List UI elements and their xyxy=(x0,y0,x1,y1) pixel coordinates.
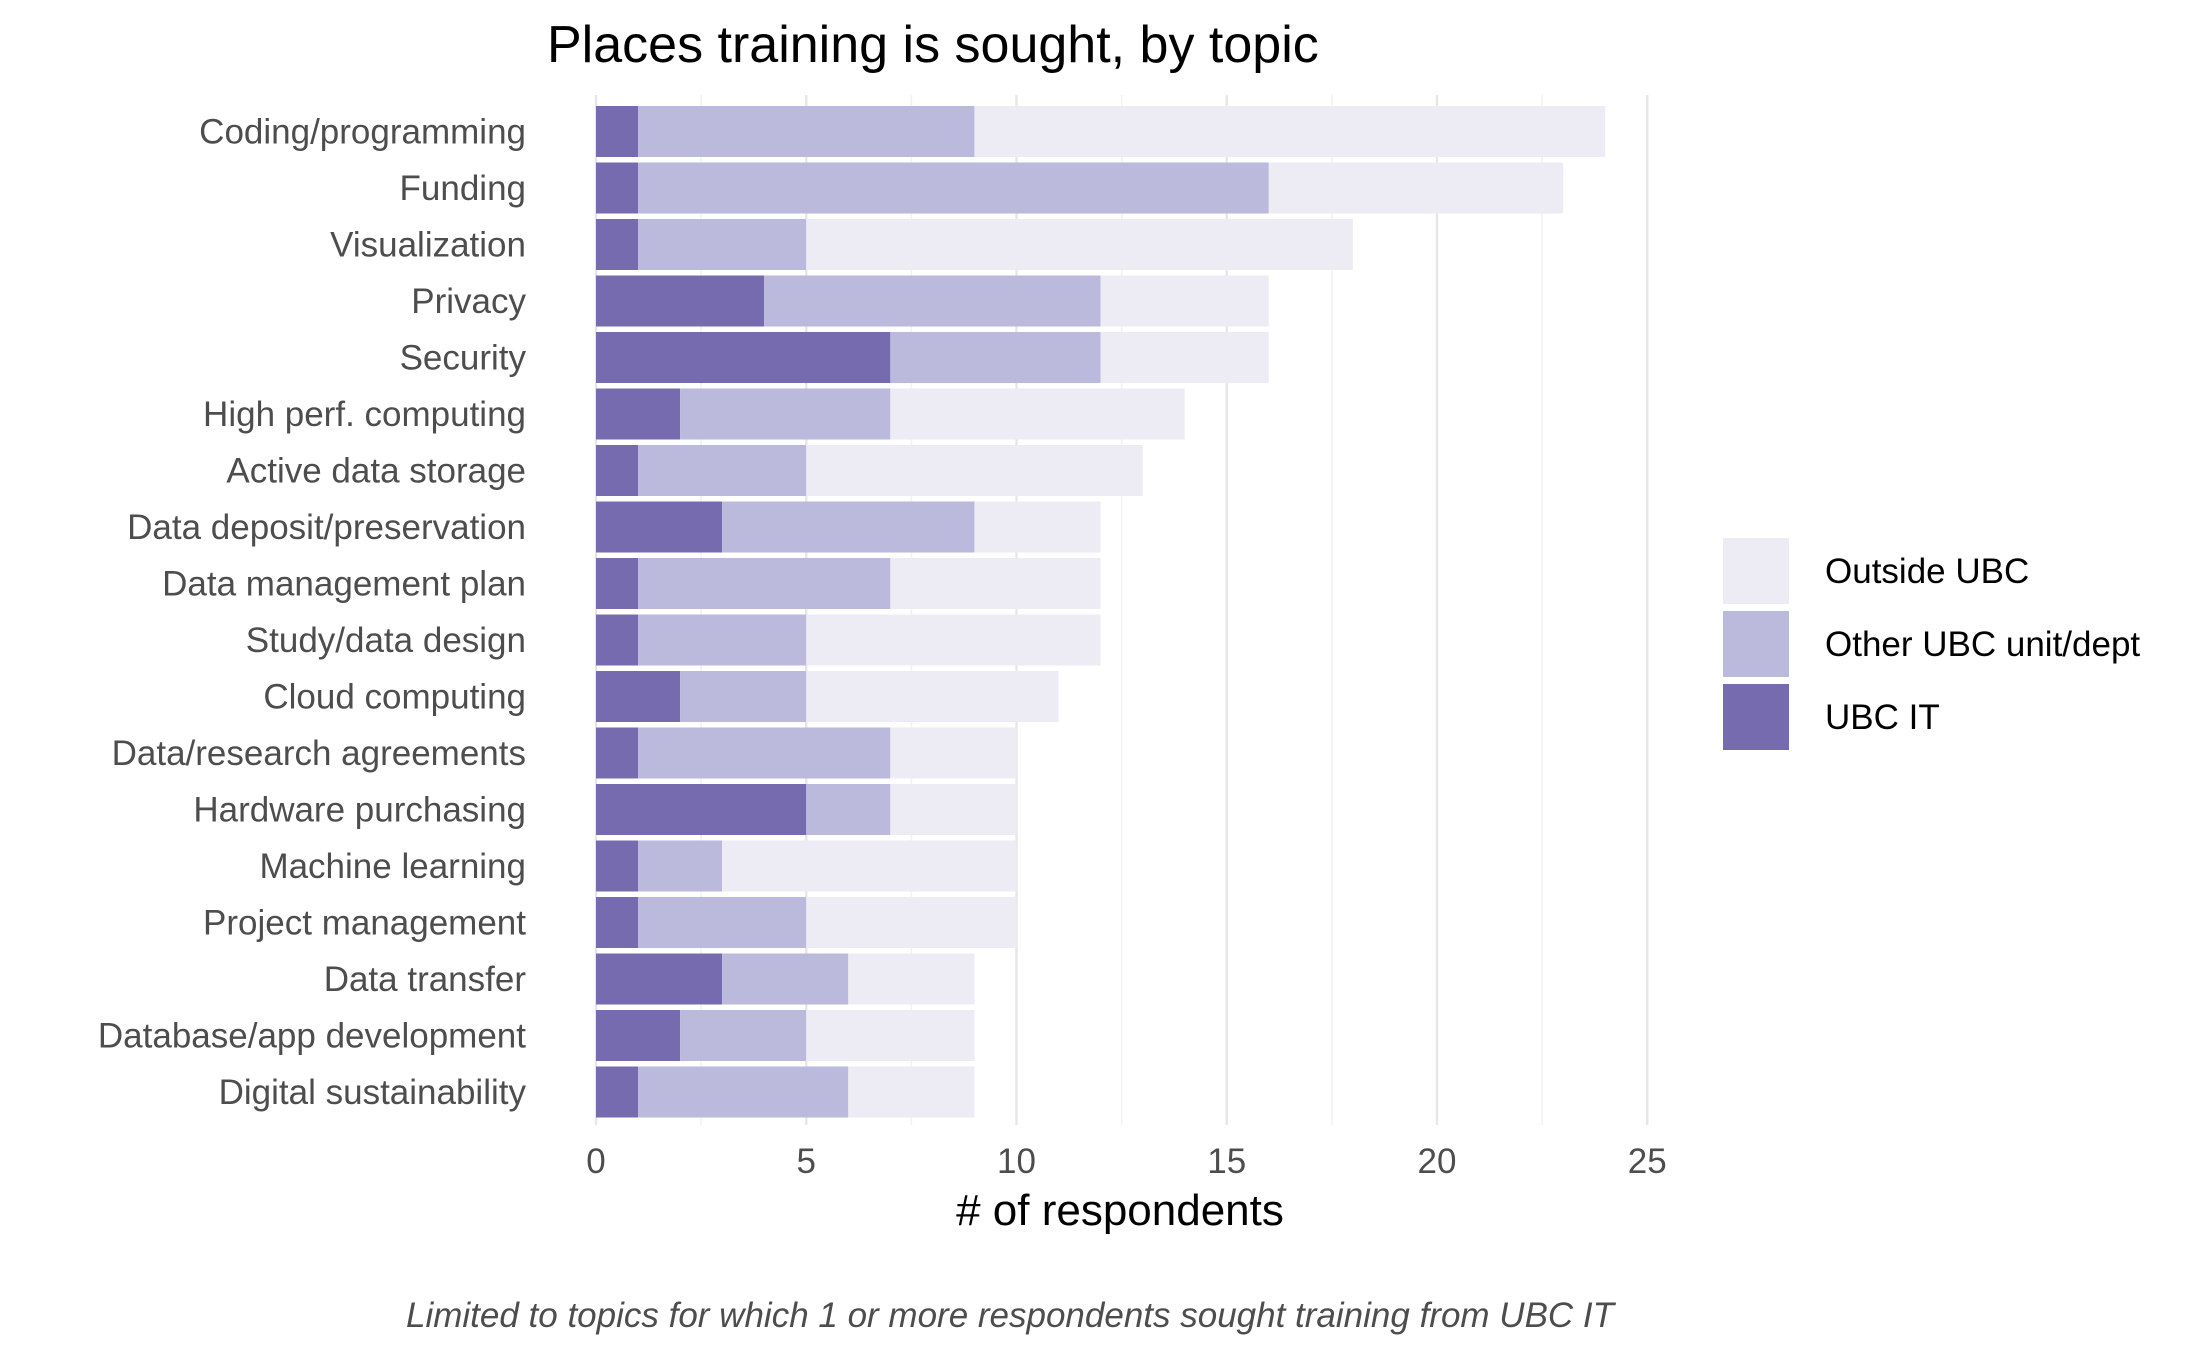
x-axis-label: # of respondents xyxy=(956,1186,1284,1235)
bar-outside-ubc-security xyxy=(1100,332,1269,383)
bar-ubc-it-visualization xyxy=(596,219,639,270)
legend-swatch-ubc-it xyxy=(1723,684,1789,750)
bar-other-ubc-unit-dept-database-app-development xyxy=(680,1010,807,1061)
category-label: High perf. computing xyxy=(203,395,526,434)
category-label: Data transfer xyxy=(324,960,527,999)
bar-outside-ubc-data-research-agreements xyxy=(890,727,1017,779)
x-tick-label: 15 xyxy=(1207,1142,1246,1181)
bar-outside-ubc-project-management xyxy=(806,897,1017,948)
category-label: Database/app development xyxy=(98,1017,526,1056)
category-label: Hardware purchasing xyxy=(193,791,526,830)
category-label: Cloud computing xyxy=(263,678,526,717)
bar-other-ubc-unit-dept-coding-programming xyxy=(638,106,975,157)
bar-ubc-it-database-app-development xyxy=(596,1010,681,1061)
category-label: Coding/programming xyxy=(199,113,526,152)
bar-other-ubc-unit-dept-digital-sustainability xyxy=(638,1066,849,1118)
bar-ubc-it-machine-learning xyxy=(596,840,639,892)
category-label: Data management plan xyxy=(162,565,526,604)
legend-swatch-other-ubc-unit-dept xyxy=(1723,611,1789,677)
legend: Outside UBC Other UBC unit/dept UBC IT xyxy=(1723,538,2140,750)
bar-other-ubc-unit-dept-cloud-computing xyxy=(680,671,807,722)
bar-ubc-it-data-deposit-preservation xyxy=(596,501,723,553)
bar-outside-ubc-database-app-development xyxy=(806,1010,975,1061)
bar-other-ubc-unit-dept-machine-learning xyxy=(638,840,723,892)
bar-outside-ubc-privacy xyxy=(1100,275,1269,327)
legend-label: Outside UBC xyxy=(1825,552,2029,591)
category-label: Data deposit/preservation xyxy=(127,508,526,547)
bar-ubc-it-data-transfer xyxy=(596,953,723,1005)
category-label: Machine learning xyxy=(259,847,526,886)
bar-ubc-it-hardware-purchasing xyxy=(596,784,807,835)
bar-other-ubc-unit-dept-active-data-storage xyxy=(638,445,807,496)
bar-outside-ubc-visualization xyxy=(806,219,1353,270)
category-label: Funding xyxy=(400,169,526,208)
bar-outside-ubc-data-management-plan xyxy=(890,558,1101,609)
bar-other-ubc-unit-dept-study-data-design xyxy=(638,614,807,666)
bar-other-ubc-unit-dept-funding xyxy=(638,162,1269,214)
legend-label: UBC IT xyxy=(1825,698,1940,737)
bar-outside-ubc-data-deposit-preservation xyxy=(974,501,1101,553)
bar-other-ubc-unit-dept-data-transfer xyxy=(722,953,849,1005)
legend-label: Other UBC unit/dept xyxy=(1825,625,2140,664)
x-tick-label: 10 xyxy=(997,1142,1036,1181)
bar-other-ubc-unit-dept-data-management-plan xyxy=(638,558,891,609)
category-label: Study/data design xyxy=(246,621,526,660)
chart-title: Places training is sought, by topic xyxy=(547,16,1319,74)
bar-outside-ubc-data-transfer xyxy=(848,953,975,1005)
bar-ubc-it-study-data-design xyxy=(596,614,639,666)
bar-ubc-it-funding xyxy=(596,162,639,214)
category-label: Security xyxy=(400,339,527,378)
bar-outside-ubc-cloud-computing xyxy=(806,671,1059,722)
bar-ubc-it-data-research-agreements xyxy=(596,727,639,779)
bar-outside-ubc-study-data-design xyxy=(806,614,1101,666)
bar-ubc-it-digital-sustainability xyxy=(596,1066,639,1118)
x-tick-labels: 0 5 10 15 20 25 xyxy=(586,1142,1666,1181)
legend-swatch-outside-ubc xyxy=(1723,538,1789,604)
bar-other-ubc-unit-dept-hardware-purchasing xyxy=(806,784,891,835)
category-label: Digital sustainability xyxy=(219,1073,527,1112)
category-labels: Coding/programming Funding Visualization Pr… xyxy=(98,113,527,1113)
bar-ubc-it-high-perf-computing xyxy=(596,388,681,440)
bar-ubc-it-data-management-plan xyxy=(596,558,639,609)
bar-outside-ubc-active-data-storage xyxy=(806,445,1143,496)
bar-other-ubc-unit-dept-data-research-agreements xyxy=(638,727,891,779)
bar-outside-ubc-coding-programming xyxy=(974,106,1606,157)
category-label: Project management xyxy=(203,904,526,943)
bar-outside-ubc-high-perf-computing xyxy=(890,388,1185,440)
bar-other-ubc-unit-dept-data-deposit-preservation xyxy=(722,501,975,553)
chart-caption: Limited to topics for which 1 or more re… xyxy=(406,1296,1617,1335)
x-tick-label: 0 xyxy=(586,1142,605,1181)
bar-ubc-it-project-management xyxy=(596,897,639,948)
bar-other-ubc-unit-dept-security xyxy=(890,332,1101,383)
bar-outside-ubc-hardware-purchasing xyxy=(890,784,1017,835)
bar-ubc-it-coding-programming xyxy=(596,106,639,157)
bar-other-ubc-unit-dept-high-perf-computing xyxy=(680,388,891,440)
category-label: Active data storage xyxy=(226,452,526,491)
bar-outside-ubc-funding xyxy=(1268,162,1564,214)
x-tick-label: 20 xyxy=(1418,1142,1457,1181)
bar-ubc-it-security xyxy=(596,332,891,383)
bar-ubc-it-cloud-computing xyxy=(596,671,681,722)
bar-outside-ubc-digital-sustainability xyxy=(848,1066,975,1118)
category-label: Visualization xyxy=(330,226,526,265)
bar-other-ubc-unit-dept-privacy xyxy=(764,275,1101,327)
category-label: Data/research agreements xyxy=(112,734,526,773)
bars xyxy=(596,106,1606,1118)
x-tick-label: 5 xyxy=(797,1142,816,1181)
bar-ubc-it-active-data-storage xyxy=(596,445,639,496)
x-tick-label: 25 xyxy=(1628,1142,1667,1181)
category-label: Privacy xyxy=(411,282,526,321)
bar-outside-ubc-machine-learning xyxy=(722,840,1017,892)
bar-ubc-it-privacy xyxy=(596,275,765,327)
bar-other-ubc-unit-dept-visualization xyxy=(638,219,807,270)
bar-other-ubc-unit-dept-project-management xyxy=(638,897,807,948)
